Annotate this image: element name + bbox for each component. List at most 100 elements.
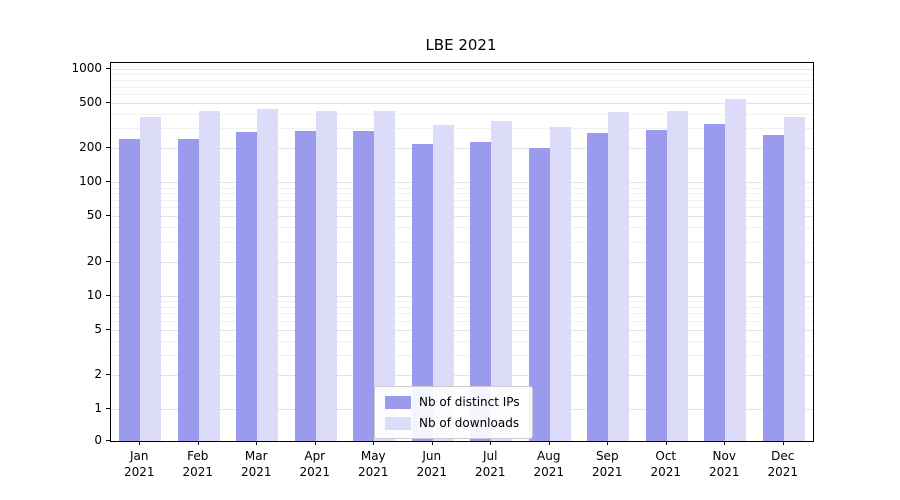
bar <box>315 110 337 441</box>
y-tick-label: 0 <box>94 433 102 447</box>
bar <box>549 126 571 441</box>
gridline <box>111 320 813 322</box>
y-tick-label: 2 <box>94 366 102 381</box>
x-tick-label: Oct 2021 <box>650 449 682 479</box>
y-tick-mark <box>106 408 110 409</box>
x-tick-label: Mar 2021 <box>240 449 272 479</box>
gridline <box>111 69 813 70</box>
y-tick-mark <box>106 68 110 69</box>
gridline <box>111 261 813 263</box>
x-tick-label: Sep 2021 <box>591 449 623 479</box>
gridline <box>111 193 813 195</box>
bar <box>177 139 199 441</box>
bar <box>294 130 316 441</box>
x-tick-label: Jan 2021 <box>123 449 155 479</box>
gridline <box>111 94 813 96</box>
y-tick-label: 10 <box>86 287 102 302</box>
bar <box>353 130 375 441</box>
y-tick-mark <box>106 215 110 217</box>
y-tick-mark <box>106 260 110 262</box>
x-tick-label: Nov 2021 <box>708 449 740 479</box>
gridline <box>111 216 813 218</box>
x-tick-mark <box>431 441 433 445</box>
bar <box>645 129 667 441</box>
bar <box>725 99 747 441</box>
gridline <box>111 295 813 297</box>
gridline <box>111 374 813 376</box>
y-tick-label: 1 <box>94 401 102 415</box>
bar <box>608 112 630 441</box>
x-tick-label: May 2021 <box>357 449 389 479</box>
y-tick-label: 500 <box>79 95 102 110</box>
bar <box>432 125 454 441</box>
bar <box>374 110 396 441</box>
legend-label-downloads: Nb of downloads <box>419 416 520 430</box>
bar <box>783 116 805 441</box>
bar <box>236 131 258 441</box>
bar <box>140 116 162 441</box>
bar <box>491 121 513 441</box>
y-tick-label: 5 <box>94 321 102 336</box>
x-tick-mark <box>373 441 375 445</box>
x-tick-label: Aug 2021 <box>533 449 565 479</box>
bar <box>411 143 433 441</box>
x-tick-mark <box>782 441 784 445</box>
gridline <box>111 128 813 130</box>
legend-label-distinct-ips: Nb of distinct IPs <box>419 395 520 409</box>
x-tick-mark <box>607 441 609 445</box>
gridline <box>111 227 813 229</box>
x-tick-mark <box>665 441 667 445</box>
bar <box>528 148 550 441</box>
y-tick-label: 1000 <box>71 61 102 75</box>
gridline <box>111 103 813 105</box>
gridline <box>111 114 813 116</box>
bar <box>470 142 492 441</box>
chart-title: LBE 2021 <box>425 36 497 54</box>
y-tick-mark <box>106 294 110 296</box>
gridline <box>111 148 813 150</box>
bar <box>198 110 220 441</box>
bar <box>587 132 609 441</box>
gridline <box>111 187 813 189</box>
gridline <box>111 241 813 243</box>
x-tick-mark <box>197 441 199 445</box>
x-tick-label: Dec 2021 <box>767 449 799 479</box>
y-tick-mark <box>106 328 110 330</box>
x-tick-mark <box>490 441 492 445</box>
bar <box>704 123 726 441</box>
x-tick-label: Jul 2021 <box>474 449 506 479</box>
plot-area <box>110 62 814 442</box>
gridline <box>111 329 813 331</box>
gridline <box>111 182 813 184</box>
gridline <box>111 306 813 308</box>
x-tick-label: Jun 2021 <box>416 449 448 479</box>
gridline <box>111 300 813 302</box>
gridline <box>111 340 813 342</box>
gridline <box>111 313 813 315</box>
y-tick-label: 20 <box>86 253 102 268</box>
y-tick-label: 50 <box>86 208 102 223</box>
y-tick-mark <box>106 102 110 104</box>
bar <box>666 110 688 441</box>
y-tick-label: 100 <box>79 174 102 189</box>
legend-swatch-distinct-ips <box>385 395 411 409</box>
x-tick-mark <box>139 441 141 445</box>
x-tick-mark <box>724 441 726 445</box>
x-tick-label: Apr 2021 <box>299 449 331 479</box>
x-tick-mark <box>256 441 258 445</box>
gridline <box>111 207 813 209</box>
y-tick-label: 200 <box>79 140 102 155</box>
x-tick-mark <box>548 441 550 445</box>
gridline <box>111 74 813 76</box>
y-tick-mark <box>106 440 110 441</box>
gridline <box>111 79 813 81</box>
legend-swatch-downloads <box>385 416 411 430</box>
x-tick-label: Feb 2021 <box>182 449 214 479</box>
legend: Nb of distinct IPs Nb of downloads <box>374 386 533 439</box>
bar <box>762 135 784 441</box>
bar <box>119 139 141 441</box>
y-tick-mark <box>106 147 110 149</box>
y-tick-mark <box>106 181 110 183</box>
x-tick-mark <box>314 441 316 445</box>
